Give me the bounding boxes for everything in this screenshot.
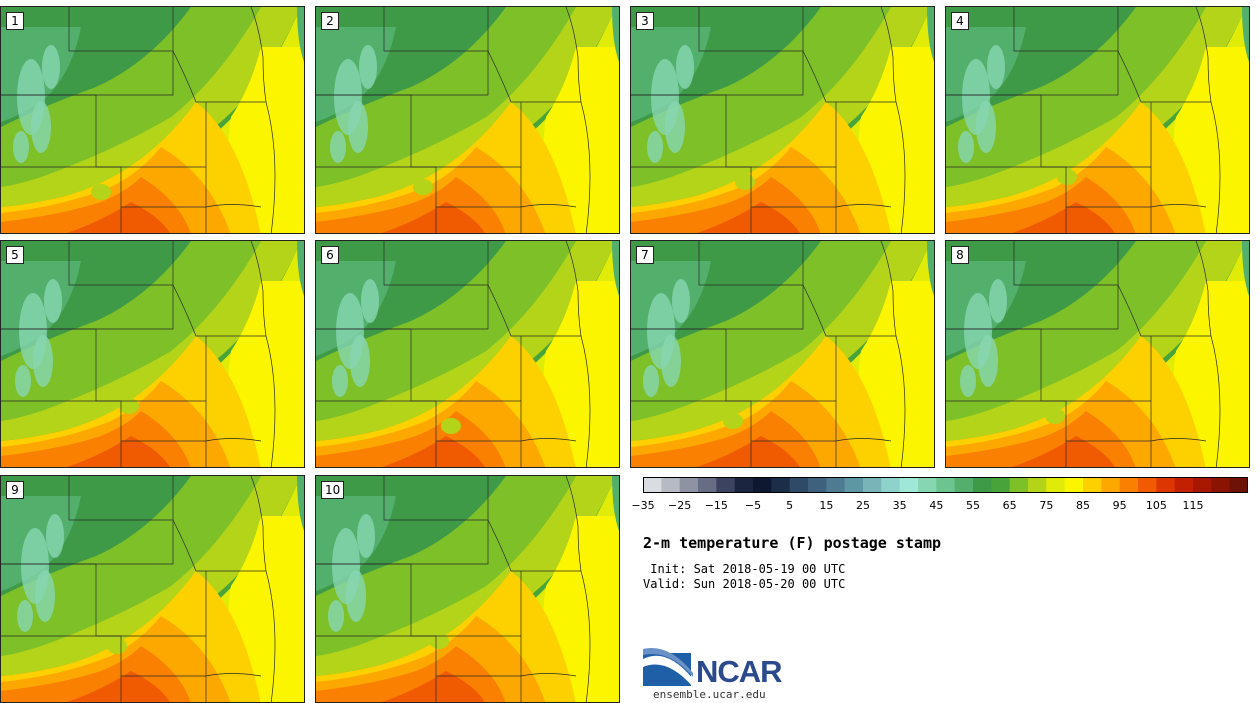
colorbar-tick-label: 85: [1076, 499, 1090, 512]
colorbar-swatch: [698, 477, 717, 493]
member-panel-2: 2: [315, 6, 620, 234]
colorbar-swatch: [1138, 477, 1157, 493]
colorbar-swatch: [1156, 477, 1176, 493]
member-number-label: 1: [6, 12, 24, 30]
member-number-label: 4: [951, 12, 969, 30]
colorbar-swatch: [899, 477, 919, 493]
member-panel-1: 1: [0, 6, 305, 234]
temperature-map: [631, 241, 934, 467]
colorbar-tick-label: 95: [1112, 499, 1127, 512]
member-panel-6: 6: [315, 240, 620, 468]
colorbar-tick-label: 15: [819, 499, 834, 512]
colorbar-swatch: [753, 477, 772, 493]
site-url: ensemble.ucar.edu: [653, 688, 766, 701]
colorbar-swatch: [1193, 477, 1212, 493]
colorbar-swatch: [1101, 477, 1121, 493]
colorbar-tick-label: 55: [966, 499, 980, 512]
colorbar-swatch: [991, 477, 1011, 493]
colorbar-swatch: [643, 477, 662, 493]
colorbar-swatch: [918, 477, 937, 493]
colorbar-tick-label: 75: [1039, 499, 1054, 512]
colorbar-swatch: [808, 477, 827, 493]
colorbar-swatch: [844, 477, 864, 493]
colorbar-tick-label: −25: [668, 499, 692, 512]
colorbar-swatch: [881, 477, 901, 493]
colorbar-swatch: [661, 477, 681, 493]
colorbar-swatch: [1046, 477, 1066, 493]
colorbar-swatch: [1229, 477, 1248, 493]
member-number-label: 10: [321, 481, 345, 499]
colorbar-swatch: [1009, 477, 1029, 493]
colorbar-swatch: [1083, 477, 1102, 493]
member-number-label: 2: [321, 12, 339, 30]
member-panel-5: 5: [0, 240, 305, 468]
temperature-map: [1, 241, 304, 467]
member-panel-8: 8: [945, 240, 1250, 468]
colorbar-swatch: [1211, 477, 1231, 493]
temperature-map: [946, 7, 1249, 233]
member-number-label: 5: [6, 246, 24, 264]
colorbar-tick-label: −15: [704, 499, 728, 512]
temperature-map: [316, 7, 619, 233]
figure-title: 2-m temperature (F) postage stamp: [643, 534, 942, 552]
colorbar-swatch: [936, 477, 956, 493]
valid-time: Valid: Sun 2018-05-20 00 UTC: [643, 577, 846, 591]
colorbar-tick-label: 115: [1182, 499, 1204, 512]
member-panel-3: 3: [630, 6, 935, 234]
colorbar-swatch: [734, 477, 754, 493]
colorbar-tick-label: 5: [786, 499, 794, 512]
member-number-label: 7: [636, 246, 654, 264]
colorbar-swatch: [1028, 477, 1047, 493]
colorbar-swatch: [826, 477, 846, 493]
temperature-map: [1, 7, 304, 233]
colorbar-tick-label: 35: [892, 499, 907, 512]
colorbar-swatch: [771, 477, 791, 493]
colorbar-swatch: [716, 477, 736, 493]
ncar-logo-text: NCAR: [696, 654, 783, 689]
colorbar-swatch: [954, 477, 974, 493]
colorbar-tick-label: −5: [744, 499, 762, 512]
member-number-label: 6: [321, 246, 339, 264]
member-number-label: 9: [6, 481, 24, 499]
colorbar-tick-label: −35: [631, 499, 655, 512]
colorbar-swatch: [973, 477, 992, 493]
temperature-colorbar: [643, 477, 1248, 493]
member-panel-9: 9: [0, 475, 305, 703]
colorbar-tick-label: 25: [856, 499, 870, 512]
colorbar-swatch: [1174, 477, 1194, 493]
temperature-map: [946, 241, 1249, 467]
member-number-label: 8: [951, 246, 969, 264]
member-number-label: 3: [636, 12, 654, 30]
member-panel-4: 4: [945, 6, 1250, 234]
ncar-logo-icon: [643, 648, 693, 687]
member-panel-7: 7: [630, 240, 935, 468]
colorbar-swatch: [679, 477, 699, 493]
temperature-map: [316, 241, 619, 467]
member-panel-10: 10: [315, 475, 620, 703]
colorbar-swatch: [863, 477, 882, 493]
colorbar-swatch: [789, 477, 809, 493]
colorbar-tick-label: 105: [1145, 499, 1167, 512]
temperature-map: [316, 476, 619, 702]
init-time: Init: Sat 2018-05-19 00 UTC: [643, 562, 846, 576]
colorbar-swatch: [1119, 477, 1139, 493]
temperature-map: [1, 476, 304, 702]
colorbar-tick-label: 45: [929, 499, 944, 512]
temperature-map: [631, 7, 934, 233]
colorbar-swatch: [1064, 477, 1084, 493]
colorbar-tick-label: 65: [1002, 499, 1017, 512]
